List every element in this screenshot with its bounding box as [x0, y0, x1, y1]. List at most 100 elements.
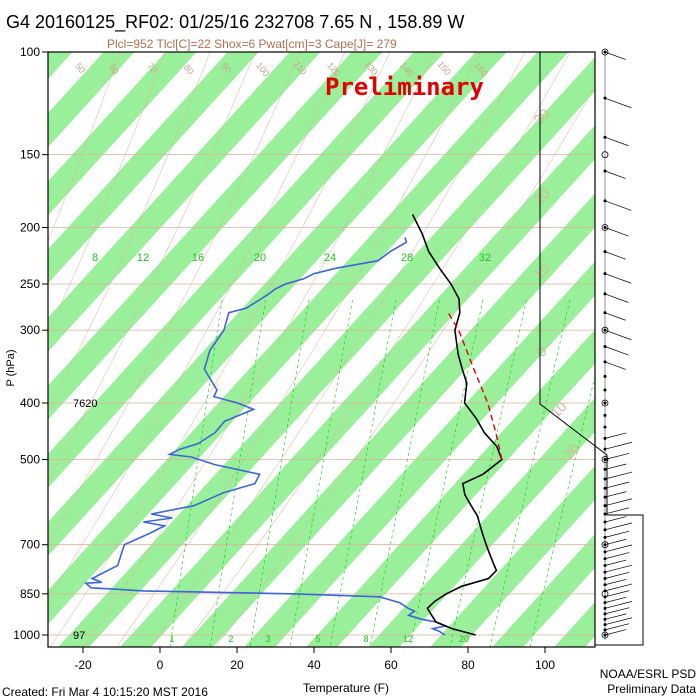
- wind-barb: [604, 596, 627, 603]
- moist-adiabat: [329, 299, 397, 647]
- preliminary-watermark: Preliminary: [325, 73, 484, 101]
- wind-barb: [604, 251, 626, 260]
- dry-adiabat: [182, 52, 571, 647]
- moist-adiabat: [169, 299, 223, 647]
- wind-barb: [604, 498, 633, 507]
- wind-barb: [604, 441, 633, 450]
- wind-calm-circle: [601, 541, 609, 549]
- wind-barb: [604, 538, 627, 546]
- height-label: 97: [73, 630, 85, 642]
- wind-calm-circle: [601, 399, 609, 407]
- wind-barb: [604, 432, 627, 439]
- chart-subtitle: Plcl=952 Tlcl[C]=22 Shox=6 Pwat[cm]=3 Ca…: [107, 37, 397, 51]
- wind-barb: [604, 578, 627, 586]
- moist-adiabat: [449, 299, 527, 647]
- shaded-band: [492, 534, 595, 647]
- mixing-ratio-label: 8: [92, 252, 98, 264]
- mixing-ratio-label: 12: [137, 252, 149, 264]
- mixing-ratio-bottom-label: 8: [363, 634, 368, 644]
- mixing-ratio-bottom-label: 5: [315, 634, 320, 644]
- wind-calm-circle: [601, 456, 609, 463]
- x-tick-label: 0: [157, 658, 164, 672]
- mixing-ratio-bottom-label: 20: [459, 634, 469, 644]
- x-tick-label: 60: [384, 658, 398, 672]
- wind-panel-outline: [539, 52, 644, 646]
- pressure-axis: 100 150 200 250 300 400 500 700 850 1000: [13, 45, 48, 642]
- wind-dot: [603, 401, 607, 405]
- dry-adiabat-label: 50: [73, 61, 87, 75]
- credit-line-1: NOAA/ESRL PSD: [600, 667, 697, 681]
- mixing-ratio-bottom-label: 3: [265, 634, 270, 644]
- wind-barb: [604, 452, 630, 460]
- y-tick-label: 500: [20, 452, 40, 466]
- mixing-ratio-bottom-label: 2: [228, 634, 233, 644]
- wind-barb: [604, 564, 633, 573]
- y-tick-label: 300: [20, 323, 40, 337]
- y-tick-label: 850: [20, 587, 40, 601]
- shaded-band: [182, 193, 595, 647]
- x-tick-label: 40: [307, 658, 321, 672]
- wind-barb: [604, 481, 630, 489]
- dry-adiabat: [48, 52, 256, 482]
- created-timestamp: Created: Fri Mar 4 10:15:20 MST 2016: [2, 685, 208, 699]
- shaded-band: [554, 602, 595, 647]
- dry-adiabat: [48, 52, 301, 544]
- wind-barb: [604, 522, 633, 531]
- mixing-ratio-label: 24: [324, 252, 336, 264]
- y-tick-label: 400: [20, 396, 40, 410]
- wind-calm-circle: [601, 151, 609, 159]
- temperature-axis: -20 0 20 40 60 80 100: [74, 647, 555, 672]
- wind-barb: [604, 559, 627, 566]
- shaded-band: [368, 397, 595, 647]
- wind-calm-circle: [601, 48, 609, 56]
- dewpoint-profile: [83, 237, 449, 636]
- shaded-band: [48, 52, 507, 557]
- shaded-band: [306, 329, 595, 647]
- x-tick-label: 20: [230, 658, 244, 672]
- shaded-band: [48, 52, 135, 148]
- x-tick-label: 100: [535, 658, 555, 672]
- wind-calm-circle: [601, 326, 609, 334]
- dry-adiabat: [116, 52, 481, 647]
- y-axis-label: P (hPa): [5, 349, 17, 386]
- dry-adiabat-label: 80: [182, 62, 196, 76]
- dry-adiabat: [48, 52, 211, 412]
- wind-barb: [604, 516, 627, 523]
- shaded-band: [48, 52, 259, 284]
- mixing-ratio-label: 20: [254, 252, 266, 264]
- shaded-band: [48, 52, 197, 216]
- dry-adiabat: [83, 52, 436, 647]
- dry-adiabat: [48, 52, 166, 333]
- dry-adiabat: [215, 86, 595, 647]
- wind-barb: [604, 544, 633, 553]
- wind-barb: [604, 590, 630, 598]
- wind-barb: [604, 329, 632, 341]
- chart-title: G4 20160125_RF02: 01/25/16 232708 7.65 N…: [6, 12, 464, 33]
- moist-adiabat: [249, 299, 310, 647]
- shaded-band: [660, 32, 700, 667]
- dry-adiabat-label: 90: [219, 61, 233, 75]
- wind-dot: [603, 425, 607, 429]
- shaded-band: [48, 52, 445, 488]
- wind-barb: [604, 530, 630, 538]
- wind-barb: [604, 552, 630, 560]
- credit-line-2: Preliminary Data: [607, 682, 696, 696]
- moist-adiabat: [209, 299, 266, 647]
- dry-adiabat: [48, 52, 346, 600]
- wind-barb: [604, 623, 630, 631]
- dry-adiabat-label: 70: [145, 61, 159, 75]
- shaded-band: [48, 52, 321, 352]
- shaded-band: [120, 125, 595, 647]
- wind-barb: [604, 601, 633, 609]
- wind-barb: [604, 463, 627, 470]
- temperature-profile: [411, 214, 503, 636]
- dry-adiabat-label: 60: [107, 62, 121, 76]
- x-tick-label: 80: [461, 658, 475, 672]
- wind-barb: [604, 227, 629, 237]
- wind-barb-panel: [539, 48, 644, 646]
- wind-barb: [604, 471, 633, 480]
- dry-adiabat: [48, 52, 121, 242]
- wind-barb: [604, 273, 632, 284]
- wind-barb: [604, 346, 629, 356]
